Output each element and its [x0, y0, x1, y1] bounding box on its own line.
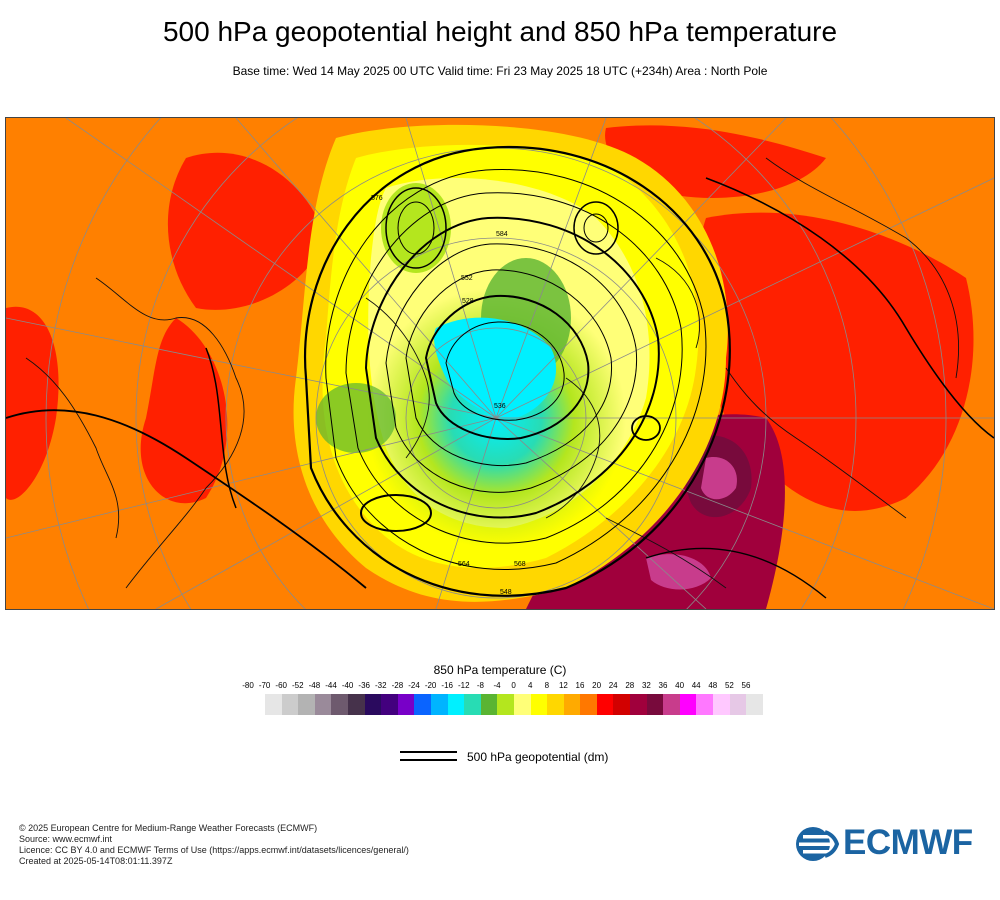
contour-label: 576	[371, 195, 383, 202]
colorbar-tick-label: -80	[242, 681, 254, 690]
colorbar-swatch	[696, 694, 714, 715]
copyright-line: © 2025 European Centre for Medium-Range …	[19, 823, 318, 833]
warm-patch-west	[167, 152, 326, 310]
contour-label: 528	[462, 298, 474, 305]
colorbar-swatch	[530, 694, 548, 715]
colorbar-swatch	[630, 694, 647, 715]
warm-patch-southwest	[140, 318, 228, 504]
colorbar-tick-label: -8	[476, 681, 484, 690]
colorbar-swatch	[513, 694, 531, 715]
colorbar-swatch	[347, 694, 365, 715]
hot-core-pink	[701, 457, 737, 500]
colorbar-swatch	[746, 694, 763, 715]
hot-core-pink-2	[646, 554, 711, 590]
colorbar-swatch	[729, 694, 747, 715]
contour-label: 568	[514, 561, 526, 568]
colorbar-tick-label: 4	[527, 681, 533, 690]
colorbar-tick-label: 32	[641, 681, 651, 690]
colorbar-tick-label: 56	[741, 681, 751, 690]
colorbar-tick-label: 28	[625, 681, 635, 690]
colorbar-tick-label: 52	[724, 681, 734, 690]
colorbar-swatch	[646, 694, 664, 715]
colorbar-tick-label: 48	[708, 681, 718, 690]
ecmwf-logo-text: ECMWF	[843, 823, 973, 862]
colorbar-swatch	[414, 694, 431, 715]
colorbar-swatch	[613, 694, 631, 715]
colorbar-tick-label: 24	[608, 681, 618, 690]
source-line: Source: www.ecmwf.int	[19, 834, 113, 844]
legend-title: 850 hPa temperature (C)	[433, 663, 567, 677]
created-line: Created at 2025-05-14T08:01:11.397Z	[19, 856, 173, 866]
colorbar-swatch	[547, 694, 564, 715]
colorbar-swatch	[281, 694, 299, 715]
colorbar-swatch	[314, 694, 332, 715]
colorbar-tick-label: -70	[258, 681, 271, 690]
colorbar-tick-label: -16	[441, 681, 453, 690]
colorbar-tick-label: 16	[575, 681, 585, 690]
colorbar-tick-label: 44	[691, 681, 701, 690]
colorbar-tick-label: -32	[375, 681, 387, 690]
colorbar-swatch	[430, 694, 448, 715]
contour-label-group: 576 584 552 564 568 528 536 548	[371, 195, 526, 596]
colorbar-swatch	[679, 694, 697, 715]
colorbar-tick-label: -52	[292, 681, 304, 690]
chart-subtitle: Base time: Wed 14 May 2025 00 UTC Valid …	[232, 64, 768, 78]
colorbar-tick-label: -24	[408, 681, 420, 690]
map-panel[interactable]: 576 584 552 564 568 528 536 548	[5, 117, 995, 610]
colorbar-tick-label: 12	[558, 681, 568, 690]
chart-title: 500 hPa geopotential height and 850 hPa …	[162, 16, 838, 47]
contour-legend-label: 500 hPa geopotential (dm)	[467, 750, 609, 764]
colorbar-swatch	[265, 694, 282, 715]
legend-ticks: -80 -70 -60 -52 -48 -44 -40 -36 -32 -28 -24 -20 -16-…	[0, 681, 1000, 693]
cool-patch-north	[381, 183, 451, 273]
colorbar-tick-label: -60	[275, 681, 287, 690]
colorbar-swatch	[464, 694, 481, 715]
colorbar-tick-label: 36	[658, 681, 668, 690]
colorbar-tick-label: -48	[308, 681, 321, 690]
colorbar-swatch	[397, 694, 415, 715]
colorbar-swatch	[298, 694, 315, 715]
contour-label: 584	[496, 231, 508, 238]
colorbar-swatch	[580, 694, 597, 715]
contour-label: 536	[494, 403, 506, 410]
north-pole-map: 576 584 552 564 568 528 536 548	[6, 118, 994, 609]
contour-line-sample	[400, 759, 457, 761]
temperature-colorbar	[265, 694, 763, 715]
cold-core-cyan	[434, 317, 557, 418]
colorbar-tick-label: -12	[458, 681, 470, 690]
warm-patch-far-west	[6, 306, 59, 500]
colorbar-swatch	[563, 694, 581, 715]
colorbar-swatch	[497, 694, 514, 715]
colorbar-swatch	[381, 694, 398, 715]
contour-label: 564	[458, 561, 470, 568]
colorbar-tick-label: 40	[675, 681, 685, 690]
footer: © 2025 European Centre for Medium-Range …	[19, 823, 409, 867]
colorbar-swatch	[480, 694, 498, 715]
colorbar-swatch	[364, 694, 382, 715]
colorbar-tick-label: 8	[544, 681, 550, 690]
colorbar-tick-label: -4	[493, 681, 501, 690]
colorbar-swatch	[663, 694, 680, 715]
colorbar-swatch	[447, 694, 465, 715]
ecmwf-logo[interactable]: ECMWF	[795, 823, 985, 866]
colorbar-tick-label: -44	[325, 681, 337, 690]
colorbar-tick-label: -28	[391, 681, 404, 690]
colorbar-tick-label: 0	[511, 681, 516, 690]
coastlines	[25, 157, 959, 589]
contour-line-sample	[400, 751, 457, 753]
colorbar-swatch	[331, 694, 348, 715]
licence-line: Licence: CC BY 4.0 and ECMWF Terms of Us…	[19, 845, 409, 855]
contour-legend: 500 hPa geopotential (dm)	[400, 748, 700, 768]
contour-label: 548	[500, 589, 512, 596]
colorbar-swatch	[713, 694, 730, 715]
geopotential-contours	[6, 145, 994, 599]
colorbar-tick-label: -40	[341, 681, 354, 690]
graticule	[6, 118, 994, 609]
colorbar-tick-label: 20	[592, 681, 602, 690]
contour-label: 552	[461, 275, 473, 282]
colorbar-tick-label: -36	[358, 681, 370, 690]
colorbar-tick-label: -20	[424, 681, 437, 690]
colorbar-swatch	[596, 694, 614, 715]
ecmwf-logo-mark-icon	[796, 827, 841, 861]
